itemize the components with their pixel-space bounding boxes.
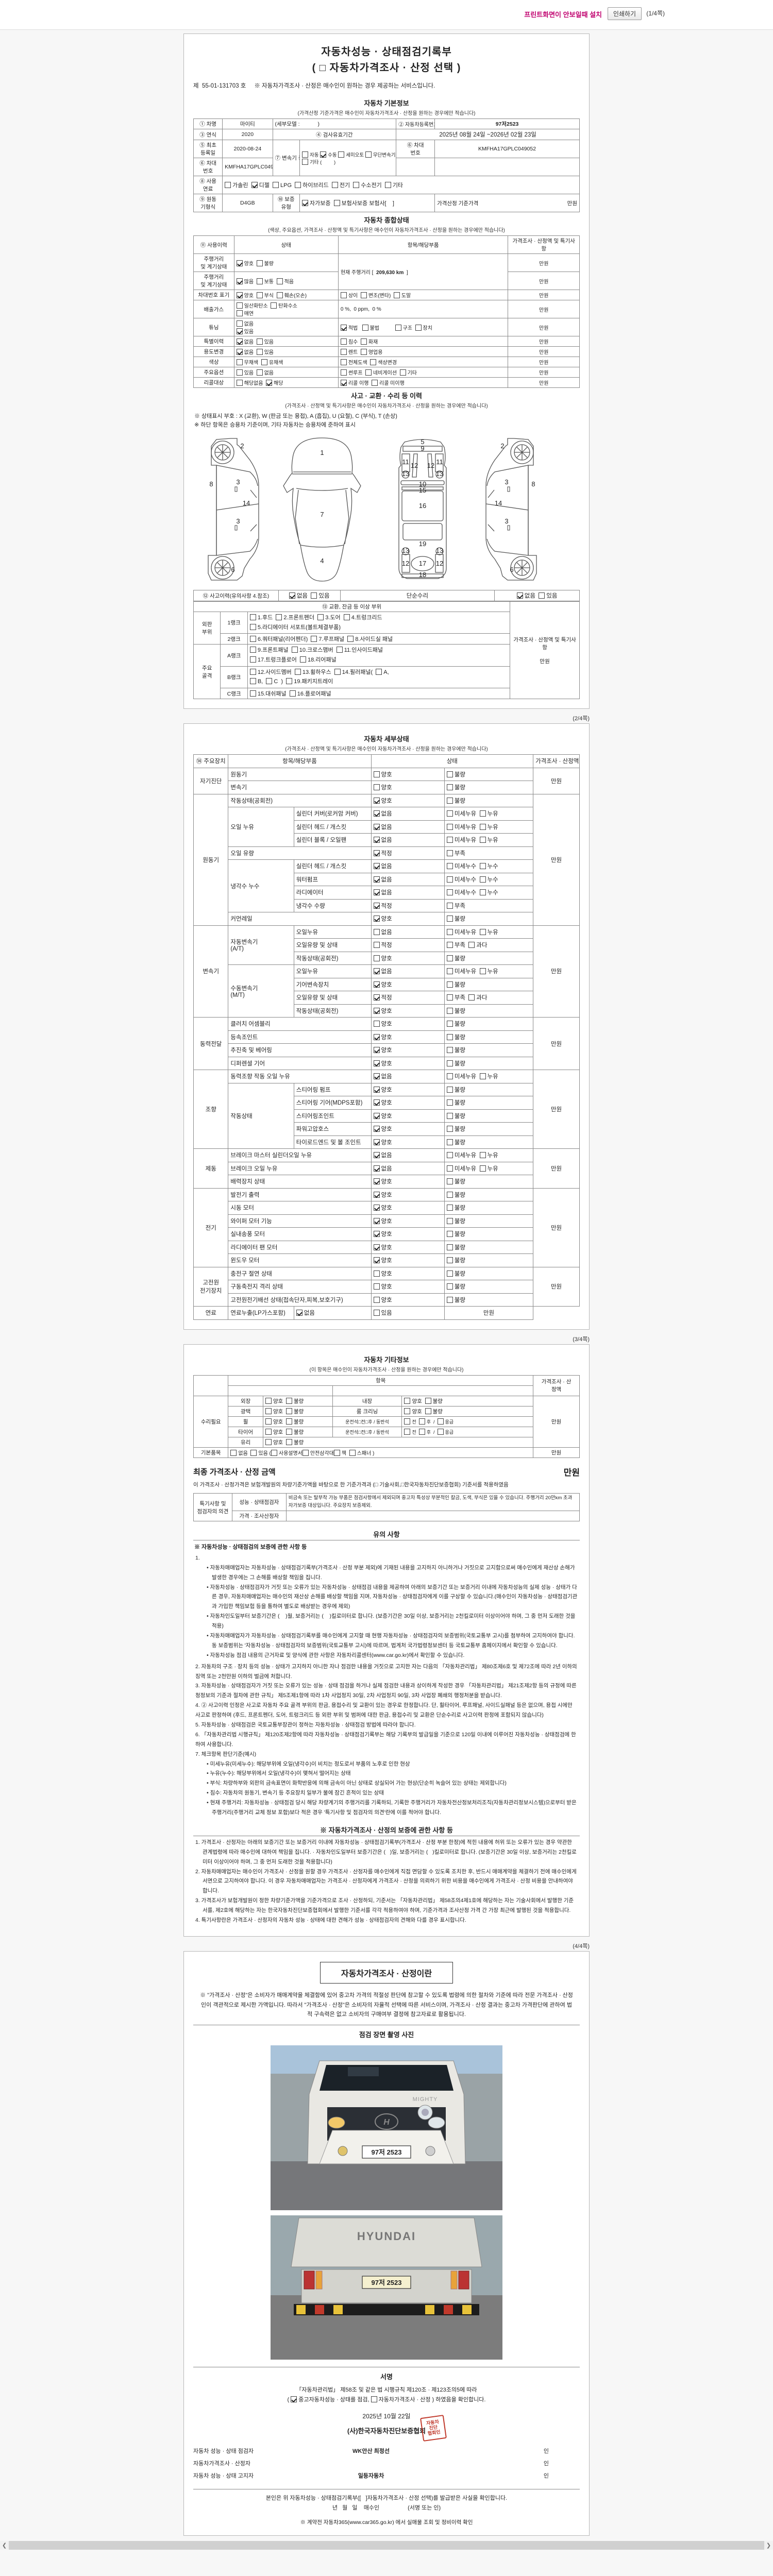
svg-text:18: 18 [419, 571, 426, 579]
svg-text:97저 2523: 97저 2523 [372, 2279, 402, 2286]
svg-text:11: 11 [436, 458, 443, 466]
svg-text:11: 11 [402, 458, 409, 466]
svg-text:3: 3 [236, 478, 240, 486]
svg-text:H: H [383, 2118, 390, 2127]
svg-text:15: 15 [419, 486, 426, 494]
svg-text:12: 12 [411, 462, 418, 469]
svg-text:2: 2 [240, 442, 244, 450]
svg-text:4: 4 [320, 557, 324, 565]
svg-text:13: 13 [436, 470, 443, 478]
svg-text:6: 6 [510, 566, 513, 573]
svg-text:3: 3 [236, 517, 240, 525]
svg-text:7: 7 [320, 511, 324, 518]
svg-text:8: 8 [531, 480, 535, 488]
svg-text:13: 13 [402, 547, 409, 554]
svg-text:3: 3 [505, 517, 508, 525]
svg-text:2: 2 [500, 442, 504, 450]
svg-text:17: 17 [419, 560, 426, 567]
svg-text:13: 13 [402, 470, 409, 478]
svg-text:14: 14 [495, 499, 502, 507]
svg-text:19: 19 [419, 540, 426, 548]
svg-text:12: 12 [427, 462, 434, 469]
svg-text:3: 3 [505, 478, 508, 486]
svg-text:9: 9 [421, 445, 424, 452]
svg-text:12: 12 [436, 560, 443, 567]
svg-text:1: 1 [320, 449, 324, 456]
svg-text:12: 12 [402, 560, 409, 567]
svg-text:8: 8 [209, 480, 213, 488]
svg-text:97저 2523: 97저 2523 [372, 2148, 402, 2156]
svg-text:6: 6 [231, 566, 234, 573]
svg-text:16: 16 [419, 502, 426, 510]
svg-text:HYUNDAI: HYUNDAI [357, 2230, 416, 2243]
svg-text:14: 14 [243, 499, 250, 507]
svg-text:13: 13 [436, 547, 443, 554]
svg-text:MIGHTY: MIGHTY [413, 2096, 438, 2103]
